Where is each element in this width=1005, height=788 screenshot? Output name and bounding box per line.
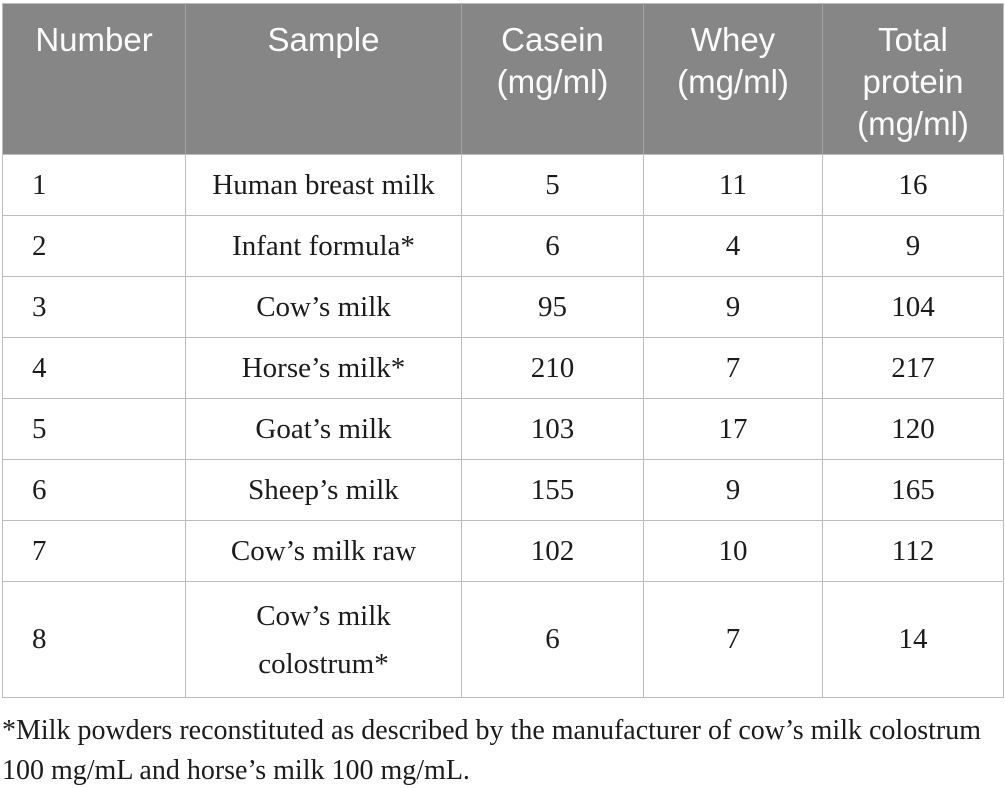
cell-casein: 95 bbox=[461, 276, 644, 338]
cell-whey: 7 bbox=[643, 581, 823, 698]
cell-sample: Cow’s milk colostrum* bbox=[185, 581, 462, 698]
cell-number: 6 bbox=[2, 459, 186, 521]
table-row: 2 Infant formula* 6 4 9 bbox=[2, 215, 1004, 277]
cell-whey: 11 bbox=[643, 154, 823, 216]
cell-total-protein: 112 bbox=[822, 520, 1004, 582]
cell-number: 4 bbox=[2, 337, 186, 399]
table-header-row: Number Sample Casein (mg/ml) Whey (mg/ml… bbox=[2, 3, 1004, 155]
cell-whey: 9 bbox=[643, 459, 823, 521]
cell-sample: Cow’s milk bbox=[185, 276, 462, 338]
column-header-sample: Sample bbox=[185, 3, 462, 155]
cell-total-protein: 9 bbox=[822, 215, 1004, 277]
cell-total-protein: 165 bbox=[822, 459, 1004, 521]
table-row: 8 Cow’s milk colostrum* 6 7 14 bbox=[2, 581, 1004, 698]
cell-total-protein: 120 bbox=[822, 398, 1004, 460]
cell-casein: 5 bbox=[461, 154, 644, 216]
cell-casein: 102 bbox=[461, 520, 644, 582]
cell-number: 5 bbox=[2, 398, 186, 460]
footnote-line-1: *Milk powders reconstituted as described… bbox=[2, 715, 981, 746]
cell-number: 7 bbox=[2, 520, 186, 582]
cell-total-protein: 104 bbox=[822, 276, 1004, 338]
column-header-whey: Whey (mg/ml) bbox=[643, 3, 823, 155]
milk-protein-table: Number Sample Casein (mg/ml) Whey (mg/ml… bbox=[2, 3, 1004, 698]
column-header-number: Number bbox=[2, 3, 186, 155]
cell-whey: 10 bbox=[643, 520, 823, 582]
table-row: 7 Cow’s milk raw 102 10 112 bbox=[2, 520, 1004, 582]
cell-whey: 7 bbox=[643, 337, 823, 399]
column-header-casein: Casein (mg/ml) bbox=[461, 3, 644, 155]
footnote-line-2: 100 mg/mL and horse’s milk 100 mg/mL. bbox=[2, 755, 470, 786]
cell-sample: Human breast milk bbox=[185, 154, 462, 216]
cell-sample: Cow’s milk raw bbox=[185, 520, 462, 582]
cell-total-protein: 16 bbox=[822, 154, 1004, 216]
cell-sample: Infant formula* bbox=[185, 215, 462, 277]
table-row: 1 Human breast milk 5 11 16 bbox=[2, 154, 1004, 216]
table-row: 4 Horse’s milk* 210 7 217 bbox=[2, 337, 1004, 399]
cell-sample: Goat’s milk bbox=[185, 398, 462, 460]
cell-whey: 4 bbox=[643, 215, 823, 277]
table-row: 3 Cow’s milk 95 9 104 bbox=[2, 276, 1004, 338]
cell-number: 3 bbox=[2, 276, 186, 338]
cell-sample: Sheep’s milk bbox=[185, 459, 462, 521]
table-row: 5 Goat’s milk 103 17 120 bbox=[2, 398, 1004, 460]
cell-casein: 210 bbox=[461, 337, 644, 399]
table-row: 6 Sheep’s milk 155 9 165 bbox=[2, 459, 1004, 521]
cell-total-protein: 217 bbox=[822, 337, 1004, 399]
cell-number: 1 bbox=[2, 154, 186, 216]
cell-casein: 103 bbox=[461, 398, 644, 460]
cell-whey: 9 bbox=[643, 276, 823, 338]
cell-casein: 6 bbox=[461, 581, 644, 698]
cell-whey: 17 bbox=[643, 398, 823, 460]
column-header-total-protein: Total protein (mg/ml) bbox=[822, 3, 1004, 155]
cell-number: 8 bbox=[2, 581, 186, 698]
cell-casein: 6 bbox=[461, 215, 644, 277]
cell-total-protein: 14 bbox=[822, 581, 1004, 698]
cell-casein: 155 bbox=[461, 459, 644, 521]
cell-sample: Horse’s milk* bbox=[185, 337, 462, 399]
cell-number: 2 bbox=[2, 215, 186, 277]
table-footnote: *Milk powders reconstituted as described… bbox=[2, 711, 1003, 788]
